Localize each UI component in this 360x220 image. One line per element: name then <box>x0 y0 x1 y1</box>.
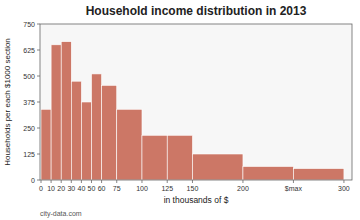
x-tick <box>61 180 62 183</box>
x-tick-label: 20 <box>57 185 65 192</box>
x-tick <box>242 180 243 183</box>
bar <box>102 85 117 180</box>
x-tick <box>71 180 72 183</box>
x-tick-label: 75 <box>113 185 121 192</box>
y-tick <box>37 24 40 25</box>
bar <box>81 102 91 180</box>
bars <box>41 42 344 180</box>
x-tick-label: 100 <box>136 185 148 192</box>
x-tick-label: $max <box>285 185 303 192</box>
y-tick-label: 0 <box>31 177 35 184</box>
bar <box>167 135 192 180</box>
watermark: city-data.com <box>40 210 82 218</box>
x-tick <box>41 180 42 183</box>
x-tick <box>51 180 52 183</box>
x-tick-label: 300 <box>338 185 350 192</box>
y-tick-label: 750 <box>23 21 35 28</box>
bar <box>41 109 51 180</box>
x-tick-label: 60 <box>98 185 106 192</box>
bar <box>91 74 101 180</box>
x-tick <box>91 180 92 183</box>
x-tick-label: 50 <box>88 185 96 192</box>
x-tick <box>141 180 142 183</box>
bar <box>61 42 71 180</box>
bar <box>142 135 167 180</box>
x-tick-label: 0 <box>39 185 43 192</box>
x-tick-label: 10 <box>47 185 55 192</box>
x-tick-label: 125 <box>161 185 173 192</box>
y-axis-label: Households per each $1000 section <box>3 38 12 166</box>
y-tick <box>37 50 40 51</box>
bar <box>71 81 81 180</box>
y-tick <box>37 154 40 155</box>
x-tick <box>293 180 294 183</box>
y-tick <box>37 102 40 103</box>
y-tick <box>37 76 40 77</box>
plot-area <box>40 24 352 180</box>
x-tick <box>101 180 102 183</box>
frame <box>40 24 352 180</box>
x-axis-label: in thousands of $ <box>164 195 229 205</box>
x-tick <box>343 180 344 183</box>
bar <box>192 154 242 180</box>
x-tick-label: 200 <box>237 185 249 192</box>
x-tick-label: 30 <box>67 185 75 192</box>
chart: 0 125 250 375 500 625 750 0 102030405060 75 100 125… <box>0 0 360 220</box>
bar <box>117 109 142 180</box>
title: Household income distribution in 2013 <box>86 4 307 18</box>
y-tick <box>37 180 40 181</box>
y-tick-label: 500 <box>23 73 35 80</box>
bar <box>243 166 293 180</box>
y-tick-label: 375 <box>23 99 35 106</box>
y-tick-label: 625 <box>23 47 35 54</box>
x-tick <box>192 180 193 183</box>
y-tick <box>37 128 40 129</box>
y-tick-label: 125 <box>23 151 35 158</box>
y-tick-label: 250 <box>23 125 35 132</box>
x-tick <box>167 180 168 183</box>
bar <box>51 45 61 180</box>
x-tick <box>116 180 117 183</box>
x-tick <box>81 180 82 183</box>
x-tick-label: 150 <box>187 185 199 192</box>
x-tick-label: 40 <box>77 185 85 192</box>
bar <box>293 169 343 180</box>
